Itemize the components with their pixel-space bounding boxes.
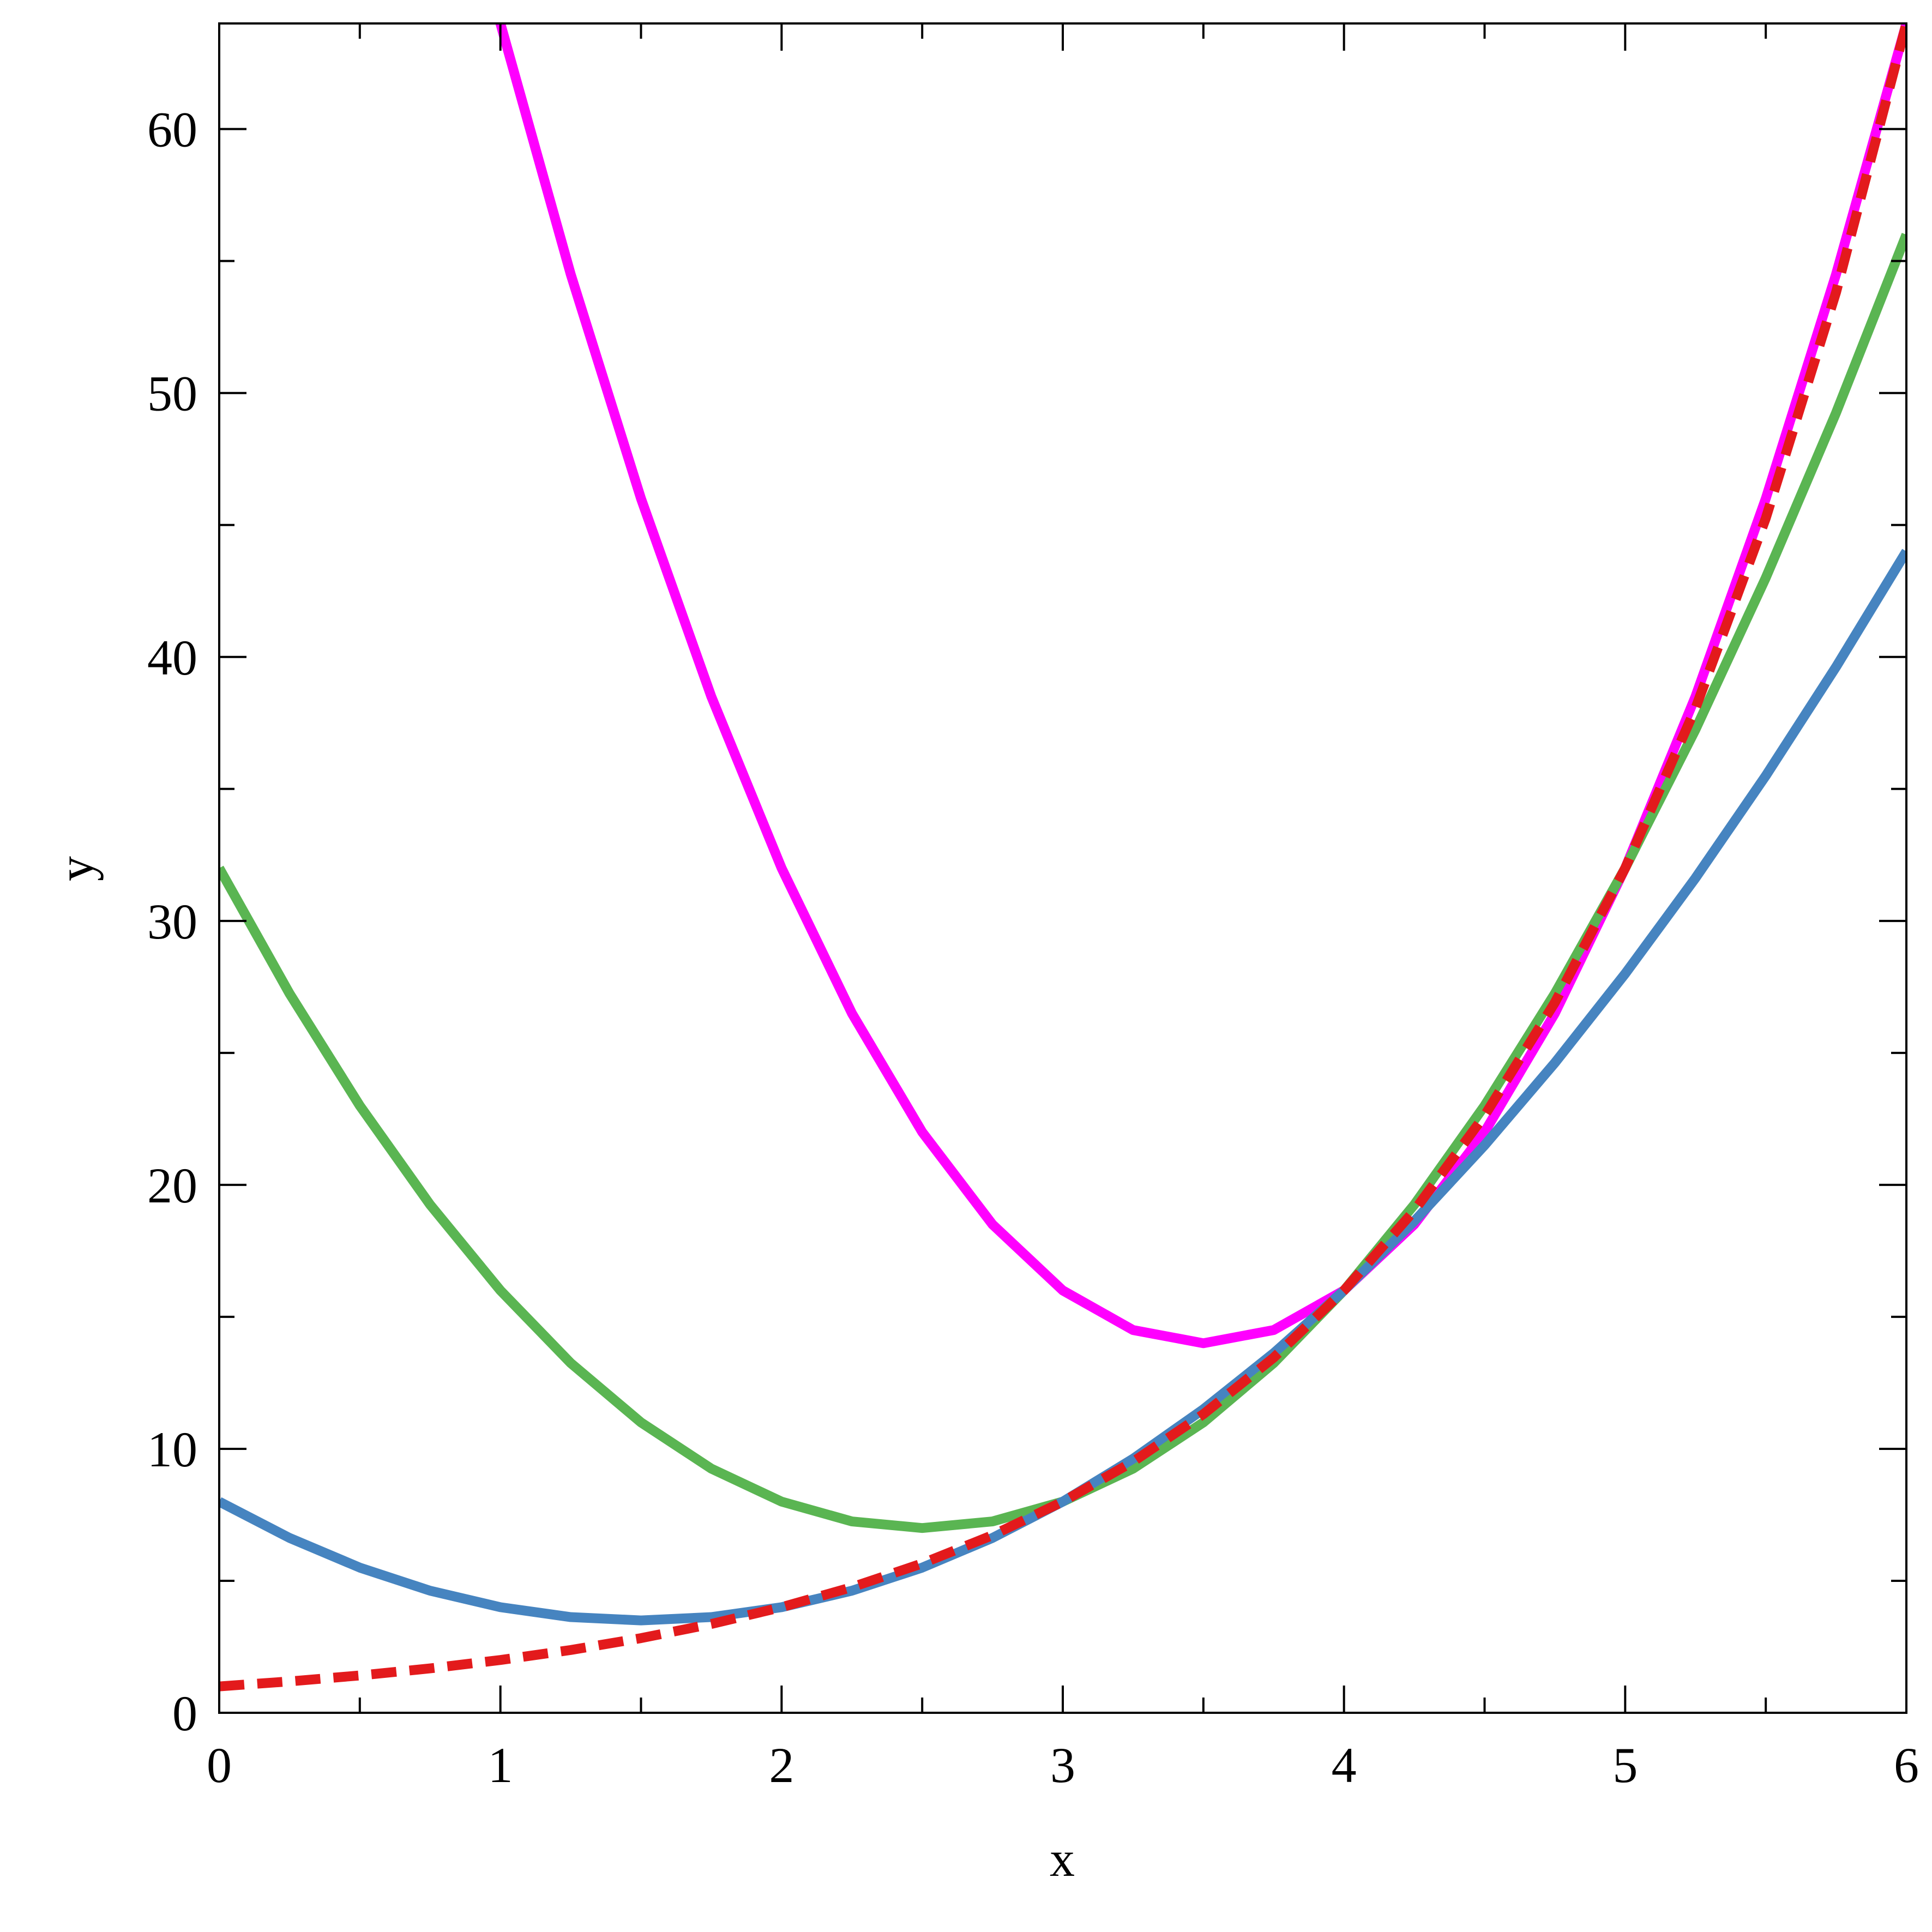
y-tick-label: 50 [147, 366, 197, 422]
x-tick-label: 2 [769, 1737, 794, 1793]
series-line [219, 23, 1906, 1692]
plot-lines [219, 23, 1906, 1692]
y-axis-label: y [48, 856, 104, 881]
x-tick-label: 5 [1612, 1737, 1638, 1793]
y-tick-label: 20 [147, 1158, 197, 1213]
x-tick-label: 1 [488, 1737, 513, 1793]
x-tick-label: 3 [1050, 1737, 1075, 1793]
series-line [495, 23, 1906, 1349]
x-axis-label: x [1050, 1831, 1075, 1887]
series-line [219, 232, 1906, 1533]
x-tick-label: 4 [1332, 1737, 1357, 1793]
y-tick-label: 10 [147, 1422, 197, 1477]
x-tick-label: 6 [1894, 1737, 1919, 1793]
y-tick-label: 0 [172, 1686, 197, 1741]
y-tick-label: 40 [147, 630, 197, 685]
plot-frame [218, 22, 1907, 1714]
series-line [219, 549, 1906, 1626]
y-tick-label: 30 [147, 894, 197, 949]
x-tick-label: 0 [207, 1737, 232, 1793]
y-tick-label: 60 [147, 102, 197, 158]
